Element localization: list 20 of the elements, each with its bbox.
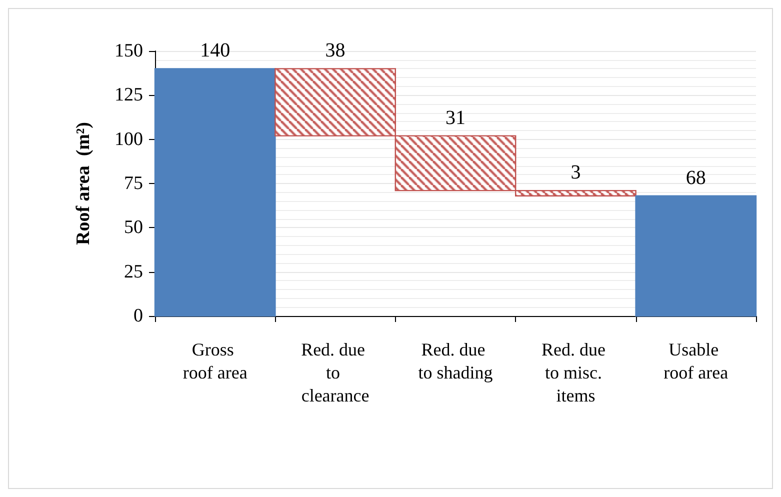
x-tick-label: Gross roof area bbox=[182, 340, 248, 382]
y-tick-label: 125 bbox=[114, 84, 143, 106]
x-tick-label: Red. due to misc. items bbox=[541, 340, 610, 406]
y-axis-title: Roof area (m²) bbox=[73, 122, 94, 245]
data-label: 31 bbox=[446, 106, 466, 129]
y-tick-label: 150 bbox=[114, 40, 143, 62]
y-tick-label: 50 bbox=[124, 217, 143, 238]
bar bbox=[154, 68, 276, 317]
x-tick-label: Red. due to shading bbox=[418, 340, 493, 382]
data-label: 38 bbox=[325, 40, 346, 62]
data-label: 68 bbox=[686, 166, 706, 189]
y-tick-label: 25 bbox=[124, 261, 143, 282]
x-tick-label: Usable roof area bbox=[664, 340, 728, 382]
bar bbox=[635, 195, 757, 317]
y-tick-label: 0 bbox=[134, 306, 143, 326]
y-tick-label: 100 bbox=[114, 128, 143, 150]
data-label: 3 bbox=[570, 162, 581, 184]
x-tick-label: Red. due to clearance bbox=[301, 340, 370, 406]
data-label: 140 bbox=[200, 40, 230, 62]
y-tick-label: 75 bbox=[124, 173, 143, 194]
